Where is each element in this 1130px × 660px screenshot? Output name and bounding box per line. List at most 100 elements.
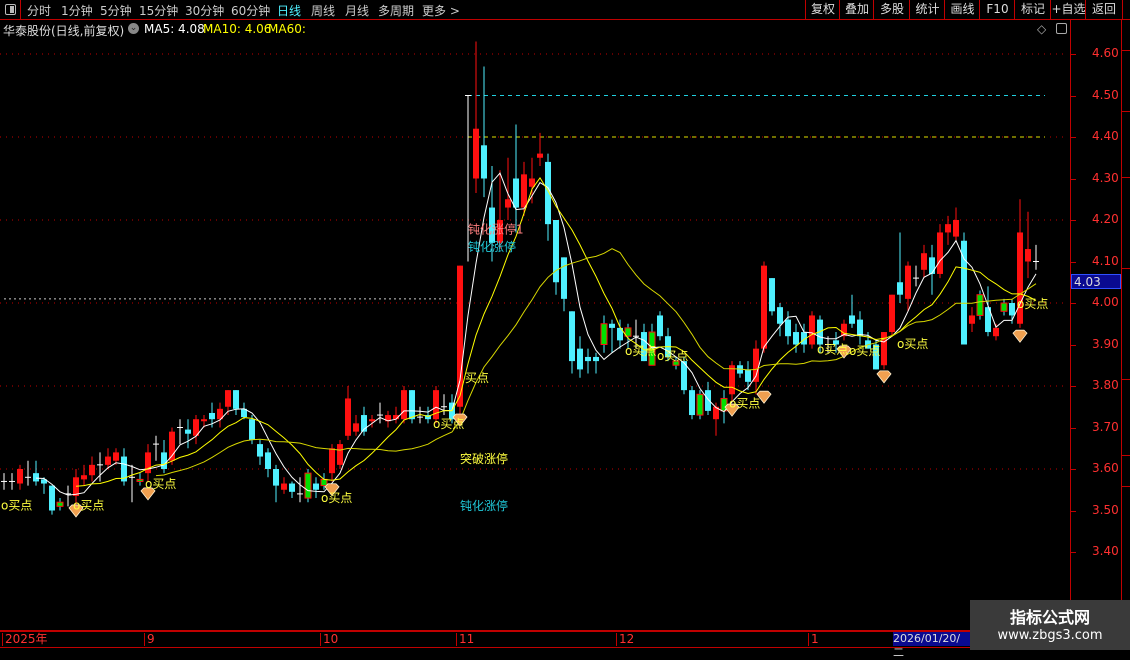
candle-down (561, 257, 567, 299)
candle-signal (624, 327, 632, 337)
candle-up (217, 408, 223, 420)
panel-toggle-icon[interactable] (0, 0, 21, 19)
draw-line-button[interactable]: 画线 (944, 0, 980, 19)
time-axis: 2026/01/20/二 2025年 9 10 11 12 1 (0, 630, 970, 659)
diamond-icon[interactable]: ◇ (1037, 22, 1047, 36)
buy-point-label: o买点 (145, 477, 176, 491)
candle-down (785, 319, 791, 337)
back-button[interactable]: 返回 (1085, 0, 1123, 19)
candle-down (33, 473, 39, 482)
restore-rights-button[interactable]: 复权 (805, 0, 840, 19)
candle-down (545, 161, 551, 225)
candle-up (729, 365, 735, 395)
multi-stock-button[interactable]: 多股 (873, 0, 910, 19)
statistics-button[interactable]: 统计 (909, 0, 945, 19)
candle-down (161, 452, 167, 469)
candle-up (81, 475, 87, 480)
period-tab-daily[interactable]: 日线 (277, 4, 302, 18)
price-tick (1071, 303, 1076, 304)
candle-down (929, 257, 935, 274)
panel-toggle-icon[interactable] (1056, 23, 1067, 34)
period-tab-more[interactable]: 更多 > (422, 4, 460, 18)
price-tick-label: 4.00 (1092, 295, 1119, 309)
add-watchlist-button[interactable]: +自选 (1050, 0, 1086, 19)
diamond-icon (836, 345, 852, 359)
overlay-button[interactable]: 叠加 (839, 0, 874, 19)
candle-up (993, 327, 999, 337)
signal-annotation: 钝化涨停1 (468, 221, 524, 236)
candle-up (457, 265, 463, 407)
buy-point-label: o买点 (1017, 297, 1048, 311)
diamond-icon (756, 390, 772, 404)
candle-down (593, 356, 599, 362)
ma-line-20 (155, 248, 1037, 477)
candle-up (201, 419, 207, 422)
time-tick-label: 2025年 (2, 633, 48, 646)
price-tick-label: 3.40 (1092, 544, 1119, 558)
period-tab-30min[interactable]: 30分钟 (185, 4, 225, 18)
signal-annotation: 钝化涨停 (460, 498, 508, 513)
mark-button[interactable]: 标记 (1014, 0, 1051, 19)
candle-up (385, 415, 391, 422)
ma10-value: MA10: 4.06 (203, 22, 272, 36)
period-tab-60min[interactable]: 60分钟 (231, 4, 271, 18)
period-tab-intraday[interactable]: 分时 (27, 4, 52, 18)
candle-down (1009, 303, 1015, 316)
candle-down (689, 390, 695, 416)
period-tab-multi[interactable]: 多周期 (378, 4, 415, 18)
candle-down (985, 307, 991, 333)
f10-button[interactable]: F10 (979, 0, 1015, 19)
period-tab-15min[interactable]: 15分钟 (139, 4, 179, 18)
buy-point-label: o买点 (433, 417, 464, 431)
diamond-icon (452, 413, 468, 427)
candle-down (409, 390, 415, 420)
ma5-value: MA5: 4.08 (144, 22, 205, 36)
price-axis-line (1070, 20, 1071, 630)
candle-down (481, 145, 487, 179)
candle-up (537, 153, 543, 158)
candle-down (289, 483, 295, 492)
candle-down (745, 369, 751, 382)
candle-up (529, 178, 535, 187)
candle-down (961, 240, 967, 345)
period-tab-5min[interactable]: 5分钟 (100, 4, 132, 18)
price-tick-label: 4.30 (1092, 170, 1119, 185)
candle-down (513, 178, 519, 208)
buy-point-label: o买点 (73, 498, 104, 512)
time-tick-label: 10 (320, 633, 338, 646)
candle-down (425, 415, 431, 420)
candle-up (225, 390, 231, 407)
candle-down (641, 332, 647, 362)
candle-down (833, 340, 839, 345)
period-tab-monthly[interactable]: 月线 (345, 4, 370, 18)
ma60-value: MA60: (268, 22, 306, 36)
candle-up (889, 294, 895, 333)
period-tab-1min[interactable]: 1分钟 (61, 4, 93, 18)
price-tick (1071, 220, 1076, 221)
side-panel-strip (1121, 20, 1130, 600)
candle-up (433, 390, 439, 420)
price-tick-label: 4.60 (1092, 46, 1119, 60)
candle-up (329, 448, 335, 474)
chevron-down-icon[interactable]: ⌄ (128, 23, 139, 34)
candle-up (281, 483, 287, 490)
diamond-icon (724, 403, 740, 417)
candle-down (257, 444, 263, 457)
diamond-icon (68, 504, 84, 518)
candle-down (313, 483, 319, 490)
candle-up (1025, 249, 1031, 262)
candle-down (361, 415, 367, 432)
candle-up (521, 174, 527, 208)
signal-annotation: 钝化涨停 (468, 239, 516, 254)
buy-point-label: o买点 (817, 343, 848, 357)
period-tab-weekly[interactable]: 周线 (311, 4, 336, 18)
candle-up (353, 423, 359, 432)
candle-down (209, 412, 215, 420)
price-tick (1071, 137, 1076, 138)
candle-up (761, 265, 767, 349)
price-tick (1071, 261, 1076, 263)
diamond-icon (140, 487, 156, 501)
price-tick (1071, 552, 1076, 553)
candle-down (705, 390, 711, 411)
